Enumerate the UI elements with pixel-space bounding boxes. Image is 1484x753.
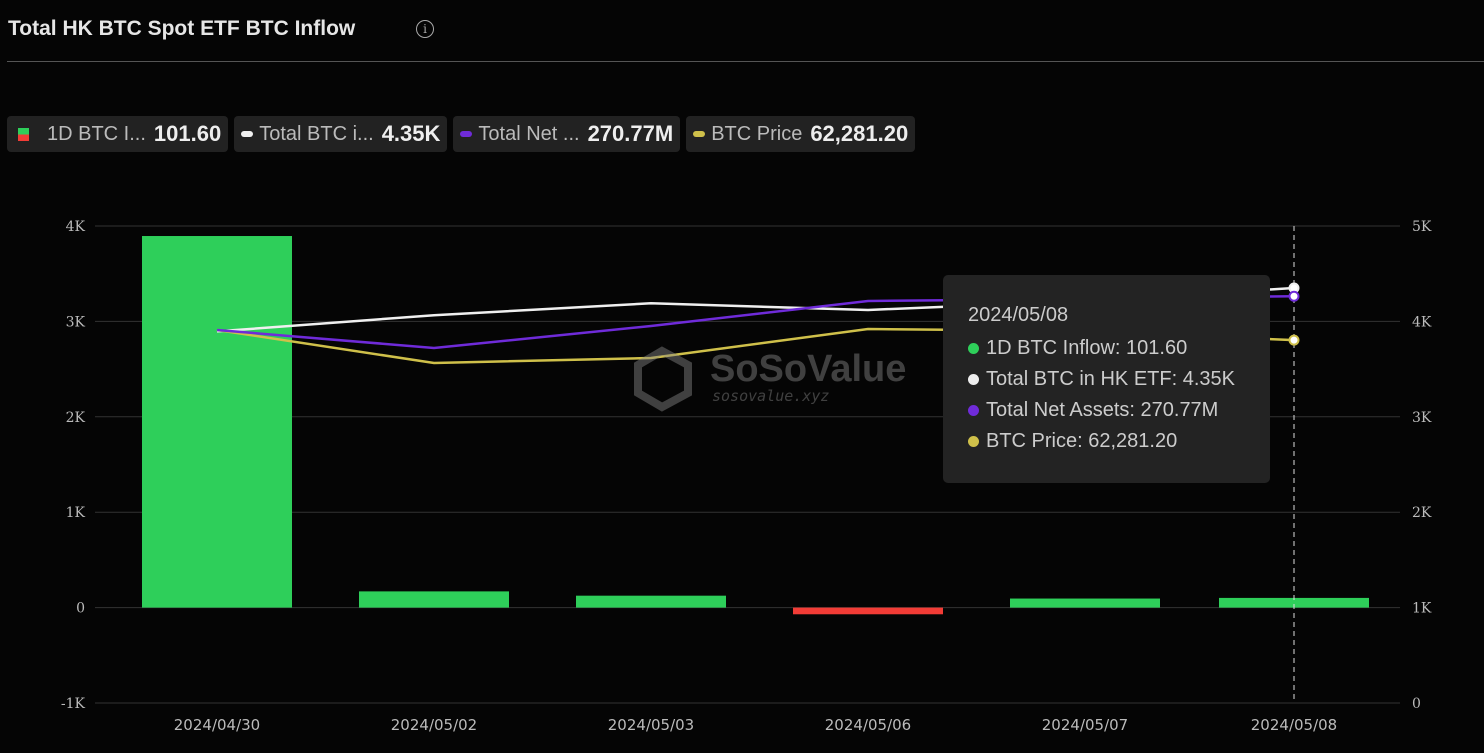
legend-btc-price[interactable]: BTC Price 62,281.20: [686, 116, 916, 152]
left-tick-label: 1K: [66, 505, 86, 521]
legend-label: BTC Price: [711, 122, 803, 145]
bar: [142, 236, 292, 608]
legend-inflow[interactable]: 1D BTC I... 101.60: [7, 116, 229, 152]
x-tick-label: 2024/05/08: [1251, 716, 1337, 734]
dot-icon: [968, 436, 979, 447]
page-title: Total HK BTC Spot ETF BTC Inflow: [8, 17, 356, 40]
bar: [576, 595, 726, 608]
data-point: [1288, 290, 1300, 302]
left-tick-label: 4K: [66, 219, 86, 235]
line-swatch-icon: [460, 131, 473, 137]
left-tick-label: -1K: [61, 696, 86, 712]
bar-swatch-icon: [18, 127, 29, 141]
line-swatch-icon: [241, 131, 254, 137]
bar: [1010, 598, 1160, 608]
x-tick-label: 2024/05/02: [391, 716, 477, 734]
tooltip-text: Total Net Assets: 270.77M: [986, 399, 1219, 421]
right-tick-label: 0: [1412, 696, 1421, 712]
bar: [793, 607, 943, 615]
x-tick-label: 2024/05/07: [1042, 716, 1128, 734]
left-tick-label: 0: [76, 601, 85, 617]
tooltip-row: 1D BTC Inflow: 101.60: [968, 337, 1187, 360]
legend-value: 4.35K: [381, 121, 441, 146]
tooltip-date: 2024/05/08: [968, 304, 1069, 326]
logo-icon: [634, 346, 692, 412]
left-tick-label: 2K: [66, 410, 86, 426]
right-tick-label: 3K: [1412, 410, 1432, 426]
watermark-url: sosovalue.xyz: [712, 387, 829, 405]
legend-label: 1D BTC I...: [47, 122, 146, 145]
dot-icon: [968, 405, 979, 416]
tooltip: 2024/05/08 1D BTC Inflow: 101.60 Total B…: [943, 275, 1270, 483]
legend-value: 101.60: [153, 121, 222, 146]
right-tick-label: 4K: [1412, 314, 1432, 330]
divider: [7, 61, 1484, 62]
watermark-logo: SoSoValue sosovalue.xyz: [634, 346, 906, 412]
legend: 1D BTC I... 101.60 Total BTC i... 4.35K To…: [7, 116, 916, 152]
info-icon[interactable]: i: [416, 20, 434, 38]
watermark-name: SoSoValue: [710, 348, 906, 390]
left-tick-label: 3K: [66, 314, 86, 330]
tooltip-row: Total BTC in HK ETF: 4.35K: [968, 368, 1235, 391]
x-tick-label: 2024/05/03: [608, 716, 694, 734]
data-point: [1288, 334, 1300, 346]
legend-net-assets[interactable]: Total Net ... 270.77M: [453, 116, 681, 152]
right-tick-label: 5K: [1412, 219, 1432, 235]
bar: [1219, 597, 1369, 608]
tooltip-row: Total Net Assets: 270.77M: [968, 399, 1218, 422]
legend-total-btc[interactable]: Total BTC i... 4.35K: [234, 116, 448, 152]
tooltip-text: Total BTC in HK ETF: 4.35K: [986, 368, 1235, 390]
x-tick-label: 2024/05/06: [825, 716, 911, 734]
dot-icon: [968, 374, 979, 385]
legend-label: Total BTC i...: [259, 122, 374, 145]
bar: [359, 591, 509, 608]
right-tick-label: 1K: [1412, 601, 1432, 617]
tooltip-text: BTC Price: 62,281.20: [986, 430, 1178, 452]
right-tick-label: 2K: [1412, 505, 1432, 521]
tooltip-text: 1D BTC Inflow: 101.60: [986, 337, 1188, 359]
tooltip-row: BTC Price: 62,281.20: [968, 430, 1177, 453]
dot-icon: [968, 343, 979, 354]
legend-label: Total Net ...: [478, 122, 580, 145]
legend-value: 62,281.20: [810, 121, 909, 146]
legend-value: 270.77M: [587, 121, 674, 146]
x-tick-label: 2024/04/30: [174, 716, 260, 734]
line-swatch-icon: [693, 131, 706, 137]
watermark: SoSoValue sosovalue.xyz: [632, 343, 932, 417]
